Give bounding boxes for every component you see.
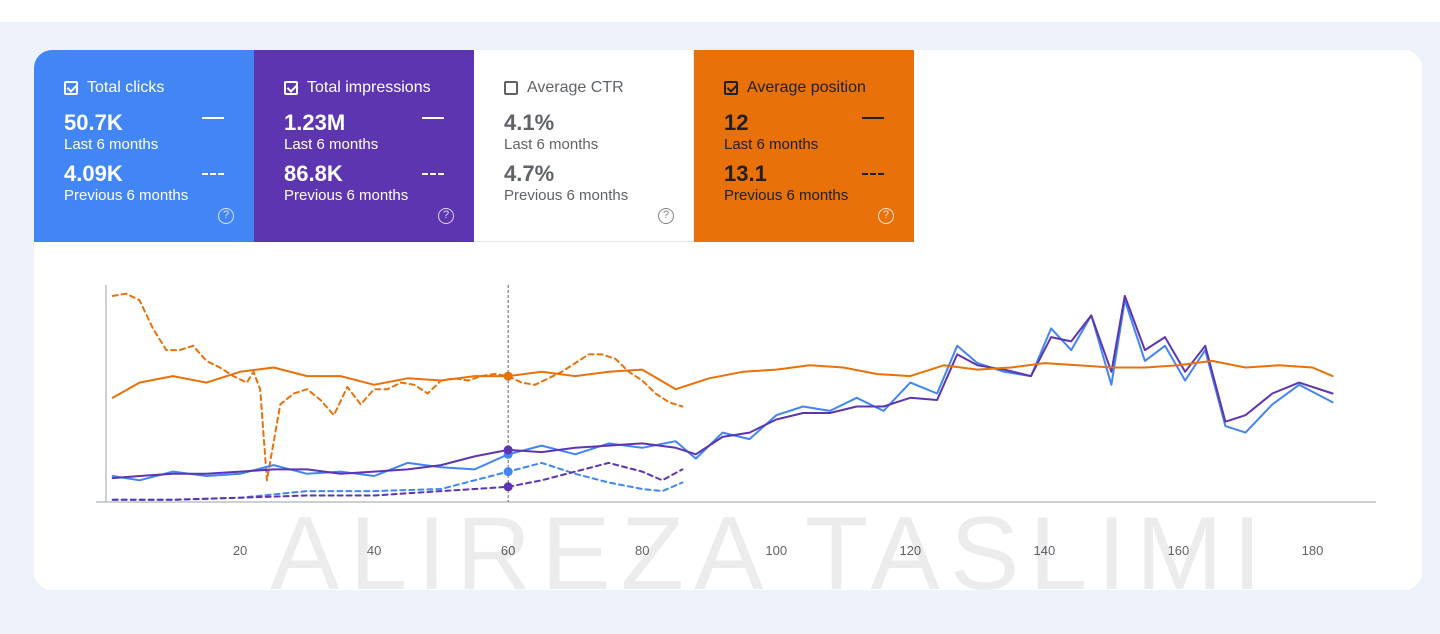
help-icon[interactable]: ? [218,208,234,224]
metric-previous-period: Previous 6 months [504,187,629,204]
dashed-line-legend-icon [202,173,224,175]
metric-current-value: 4.1% [504,110,555,135]
metric-label: Total impressions [307,79,431,96]
metric-tile-average-position[interactable]: Average position 12 Last 6 months 13.1 P… [694,50,914,242]
series-line-average-position-previous [111,292,684,482]
help-icon[interactable]: ? [438,208,454,224]
x-tick-label: 80 [635,543,649,558]
watermark: ALIREZA TASLIMI [270,496,1272,590]
metric-current-value: 1.23M [284,110,346,135]
series-line-total-impressions [111,294,1334,480]
metric-current-period: Last 6 months [64,136,159,153]
solid-line-legend-icon [862,117,884,119]
metric-previous-period: Previous 6 months [284,187,409,204]
x-axis-ticks: 20 40 60 80 100 120 140 160 180 [233,543,1324,558]
x-tick-label: 120 [899,543,921,558]
metric-previous-period: Previous 6 months [724,187,849,204]
metric-previous-value: 86.8K [284,161,343,186]
dashed-line-legend-icon [422,173,444,175]
hover-point [503,482,513,492]
checkbox-checked-icon[interactable] [64,81,78,95]
metric-header: Average CTR [504,78,693,98]
x-tick-label: 140 [1034,543,1056,558]
metric-tile-total-impressions[interactable]: Total impressions 1.23M Last 6 months 86… [254,50,474,242]
metric-header: Average position [724,78,914,98]
metric-previous-period: Previous 6 months [64,187,189,204]
hover-point [503,445,513,455]
hover-point [503,371,513,381]
solid-line-legend-icon [202,117,224,119]
x-tick-label: 60 [501,543,515,558]
metric-current-period: Last 6 months [724,136,819,153]
series-line-total-impressions-previous [111,461,684,501]
series-line-total-clicks [111,299,1334,482]
dashed-line-legend-icon [862,173,884,175]
metric-header: Total clicks [64,78,254,98]
metric-tiles: Total clicks 50.7K Last 6 months 4.09K P… [34,50,914,242]
help-icon[interactable]: ? [878,208,894,224]
hover-point [503,467,513,477]
top-strip [0,0,1440,22]
metric-label: Average position [747,79,866,96]
metric-current-period: Last 6 months [284,136,379,153]
metric-tile-average-ctr[interactable]: Average CTR 4.1% Last 6 months 4.7% Prev… [474,50,694,242]
performance-card: Total clicks 50.7K Last 6 months 4.09K P… [34,50,1422,590]
metric-previous-value: 4.7% [504,161,555,186]
metric-previous-value: 13.1 [724,161,767,186]
x-tick-label: 100 [765,543,787,558]
metric-previous-value: 4.09K [64,161,123,186]
x-tick-label: 40 [367,543,381,558]
performance-line-chart[interactable]: 20 40 60 80 100 120 140 160 180 [34,50,1422,590]
solid-line-legend-icon [422,117,444,119]
metric-label: Total clicks [87,79,165,96]
metric-current-value: 50.7K [64,110,123,135]
x-tick-label: 160 [1168,543,1190,558]
metric-label: Average CTR [527,79,624,96]
chart-series [111,292,1334,501]
metric-header: Total impressions [284,78,474,98]
series-line-average-position [111,359,1334,399]
checkbox-checked-icon[interactable] [284,81,298,95]
hover-indicator [503,285,513,502]
checkbox-checked-icon[interactable] [724,81,738,95]
chart-axes [96,285,1376,503]
metric-current-period: Last 6 months [504,136,599,153]
help-icon[interactable]: ? [658,208,674,224]
x-tick-label: 180 [1302,543,1324,558]
checkbox-unchecked-icon[interactable] [504,81,518,95]
metric-tile-total-clicks[interactable]: Total clicks 50.7K Last 6 months 4.09K P… [34,50,254,242]
x-tick-label: 20 [233,543,247,558]
metric-current-value: 12 [724,110,749,135]
